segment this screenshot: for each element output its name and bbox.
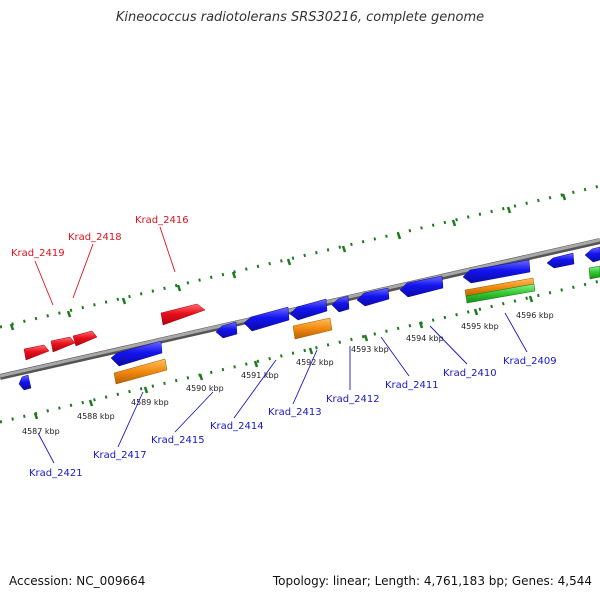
page-title: Kineococcus radiotolerans SRS30216, comp… xyxy=(115,10,485,25)
gene-label-krad-2415: Krad_2415 xyxy=(151,435,205,446)
forward-genes xyxy=(23,303,206,361)
other-feature xyxy=(588,265,600,280)
gene-label-krad-2417: Krad_2417 xyxy=(93,450,147,461)
lower-scale-track xyxy=(0,279,600,424)
scale-label: 4596 kbp xyxy=(516,311,554,320)
gene-krad-2409 xyxy=(462,259,531,284)
gene-krad-2413 xyxy=(289,298,328,321)
gene-label-krad-2419: Krad_2419 xyxy=(11,248,65,259)
gene-krad-2412 xyxy=(331,295,350,313)
upper-scale-track xyxy=(0,184,600,331)
gene-label-krad-2412: Krad_2412 xyxy=(326,394,380,405)
gene-krad-2410 xyxy=(399,275,444,298)
gene-krad-2421 xyxy=(18,374,32,391)
reverse-gene-labels: Krad_2421 Krad_2417 Krad_2415 Krad_2414 … xyxy=(29,312,557,479)
reverse-genes xyxy=(18,246,600,391)
gene-krad-2416 xyxy=(160,303,206,326)
gene-label-krad-2411: Krad_2411 xyxy=(385,380,439,391)
forward-gene-labels: Krad_2419 Krad_2418 Krad_2416 xyxy=(11,215,189,306)
rna-feature xyxy=(113,358,168,385)
rna-features xyxy=(113,265,600,385)
scale-labels: 4587 kbp 4588 kbp 4589 kbp 4590 kbp 4591… xyxy=(22,311,554,436)
scale-label: 4589 kbp xyxy=(131,398,169,407)
gene-krad-2415 xyxy=(215,321,238,339)
gene-krad-2414 xyxy=(243,306,290,332)
gene-krad-2418 xyxy=(50,336,76,353)
scale-label: 4594 kbp xyxy=(406,334,444,343)
other-feature xyxy=(465,283,536,304)
scale-label: 4595 kbp xyxy=(461,322,499,331)
scale-label: 4590 kbp xyxy=(186,384,224,393)
accession-text: Accession: NC_009664 xyxy=(9,574,146,588)
gene-label-krad-2421: Krad_2421 xyxy=(29,468,83,479)
gene-label-krad-2416: Krad_2416 xyxy=(135,215,189,226)
gene-krad-2411 xyxy=(356,287,390,307)
gene-krad-2417 xyxy=(110,340,163,367)
gene-krad-2419 xyxy=(23,344,50,361)
gene-label-krad-2410: Krad_2410 xyxy=(443,368,497,379)
gene-krad-2416-prev xyxy=(72,330,98,347)
gene-next-1 xyxy=(546,252,575,269)
gene-label-krad-2409: Krad_2409 xyxy=(503,356,557,367)
scale-label: 4593 kbp xyxy=(351,345,389,354)
scale-label: 4588 kbp xyxy=(77,412,115,421)
gene-label-krad-2413: Krad_2413 xyxy=(268,407,322,418)
scale-label: 4587 kbp xyxy=(22,427,60,436)
scale-label: 4592 kbp xyxy=(296,358,334,367)
gene-next-2 xyxy=(584,246,600,263)
rna-feature xyxy=(292,317,333,340)
scale-label: 4591 kbp xyxy=(241,371,279,380)
gene-label-krad-2414: Krad_2414 xyxy=(210,421,264,432)
gene-label-krad-2418: Krad_2418 xyxy=(68,232,122,243)
topology-text: Topology: linear; Length: 4,761,183 bp; … xyxy=(272,574,592,588)
